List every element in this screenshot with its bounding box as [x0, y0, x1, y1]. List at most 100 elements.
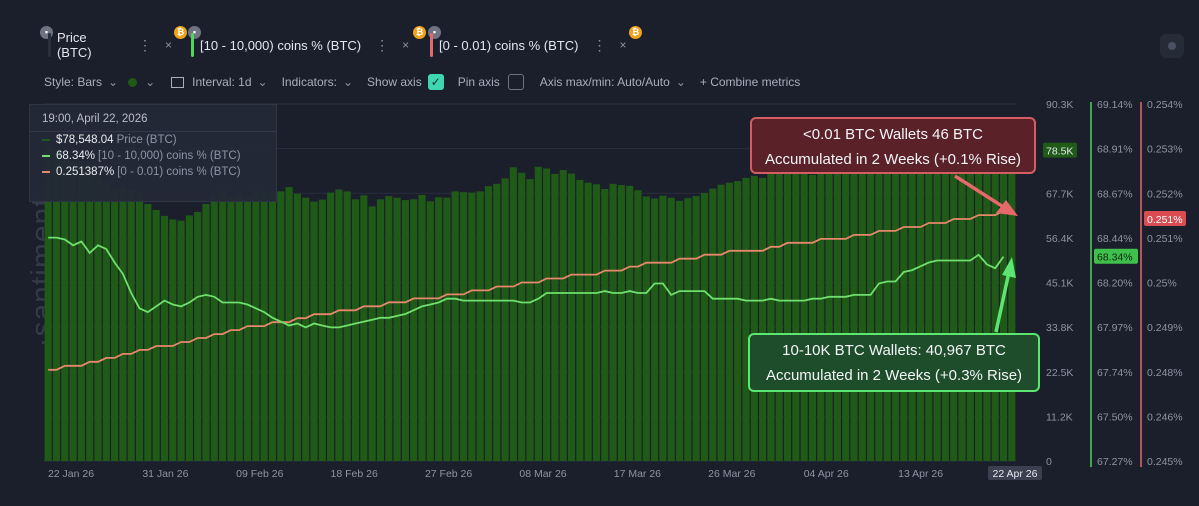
price-bar [651, 198, 659, 461]
price-bar [925, 144, 933, 462]
price-bar [451, 191, 459, 462]
legend-swatch [42, 171, 50, 173]
close-icon[interactable]: × [402, 38, 410, 52]
axis-maxmin-dropdown[interactable]: Axis max/min: Auto/Auto [539, 75, 670, 89]
green-arrow-head [1002, 257, 1016, 278]
price-bar [642, 196, 650, 461]
price-bar [775, 168, 783, 461]
chevron-down-icon[interactable]: ⌄ [145, 75, 156, 89]
green-axis-tick: 67.50% [1097, 411, 1133, 423]
price-bar [767, 172, 775, 461]
tab-label: [10 - 10,000) coins % (BTC) [200, 37, 362, 53]
price-bar [459, 192, 468, 462]
price-bar [52, 150, 61, 461]
price-bar [634, 190, 642, 462]
tab-menu-icon[interactable]: ⋮ [137, 36, 153, 53]
callout-line: Accumulated in 2 Weeks (+0.1% Rise) [764, 151, 1022, 168]
price-bar [675, 200, 684, 461]
chevron-down-icon[interactable]: ⌄ [342, 75, 354, 89]
price-bar [626, 185, 634, 461]
tab-menu-icon[interactable]: ⋮ [592, 36, 608, 53]
chevron-down-icon[interactable]: ⌄ [257, 75, 268, 89]
metric-tabs: ▪ Price (BTC) ⋮ × ₿ ▪ [10 - 10,000) coin… [0, 0, 1199, 64]
price-bar [991, 144, 999, 461]
price-axis-tick: 90.3K [1046, 99, 1073, 111]
price-bar [692, 196, 700, 461]
price-axis-tick: 22.5K [1046, 367, 1073, 379]
price-bar [219, 190, 227, 461]
chevron-down-icon[interactable]: ⌄ [675, 75, 686, 89]
price-bar [484, 186, 493, 462]
price-bar [900, 146, 908, 462]
pin-axis-checkbox[interactable] [507, 74, 524, 90]
legend-value: 68.34% [56, 150, 96, 162]
tab-color-swatch [48, 33, 51, 57]
legend-label: Price (BTC) [116, 134, 177, 146]
price-bar [734, 181, 742, 461]
legend-swatch [42, 139, 50, 141]
close-icon[interactable]: × [619, 38, 627, 52]
green-axis-tick: 68.91% [1097, 144, 1133, 156]
price-bar [202, 204, 210, 461]
legend-row-red: 0.251387% [0 - 0.01) coins % (BTC) [30, 164, 276, 180]
green-axis-tick: 67.74% [1097, 367, 1133, 379]
price-bar [410, 199, 418, 462]
color-dot-icon[interactable] [128, 77, 138, 87]
red-axis-tick: 0.253% [1147, 144, 1183, 156]
price-bar [135, 192, 144, 461]
x-tick-label: 08 Mar 26 [519, 468, 566, 480]
chevron-down-icon[interactable]: ⌄ [108, 75, 119, 89]
red-current-badge [1144, 211, 1186, 227]
interval-dropdown[interactable]: Interval: 1d [192, 75, 252, 89]
show-axis-checkbox[interactable]: ✓ [427, 74, 444, 90]
x-tick-label: 27 Feb 26 [425, 468, 472, 480]
red-axis-tick: 0.251% [1147, 233, 1183, 245]
tab-price[interactable]: Price (BTC) ⋮ × [40, 30, 172, 60]
price-bar [808, 174, 817, 461]
red-axis-tick: 0.249% [1147, 322, 1183, 334]
price-bar [385, 196, 393, 461]
green-axis-tick: 68.44% [1097, 233, 1133, 245]
price-bar [559, 170, 567, 461]
price-axis-tick: 11.2K [1046, 411, 1073, 423]
price-bar [501, 178, 509, 462]
style-dropdown[interactable]: Style: Bars [44, 75, 103, 89]
price-axis-tick: 0 [1046, 456, 1052, 468]
price-bar [759, 177, 767, 461]
settings-button[interactable] [1160, 34, 1184, 58]
price-bar [717, 184, 725, 461]
price-bar [617, 185, 625, 461]
indicators-dropdown[interactable]: Indicators: [281, 75, 337, 89]
price-bar [966, 143, 974, 461]
legend-row-green: 68.34% [10 - 10,000) coins % (BTC) [30, 148, 276, 164]
tab-green-metric[interactable]: [10 - 10,000) coins % (BTC) ⋮ × [183, 32, 415, 58]
x-tick-label: 31 Jan 26 [142, 468, 188, 480]
combine-metrics-button[interactable]: + Combine metrics [699, 75, 801, 89]
price-bar [426, 201, 434, 462]
green-series-line [48, 236, 1005, 329]
price-bar [318, 199, 326, 461]
price-bar [975, 146, 983, 461]
price-bar [102, 181, 110, 461]
price-bar [867, 151, 875, 461]
price-bar [567, 173, 576, 461]
price-bar [551, 173, 559, 461]
bitcoin-icon: ₿ [174, 26, 187, 39]
green-axis-tick: 69.14% [1097, 99, 1133, 111]
tab-menu-icon[interactable]: ⋮ [375, 36, 391, 53]
price-bar [127, 190, 135, 462]
price-bar [509, 167, 517, 462]
tab-red-metric[interactable]: [0 - 0.01) coins % (BTC) ⋮ × [422, 32, 632, 58]
callout-line: <0.01 BTC Wallets 46 BTC [803, 126, 983, 143]
price-bar [335, 189, 343, 461]
price-bar [933, 148, 941, 461]
price-bar [111, 188, 119, 461]
red-arrow-head [996, 200, 1018, 216]
green-axis-tick: 68.20% [1097, 278, 1133, 290]
price-bar [1008, 150, 1016, 461]
price-bar [368, 206, 376, 461]
price-bar [825, 166, 833, 461]
close-icon[interactable]: × [164, 38, 172, 52]
price-bar [401, 200, 409, 461]
price-bar [958, 145, 966, 461]
